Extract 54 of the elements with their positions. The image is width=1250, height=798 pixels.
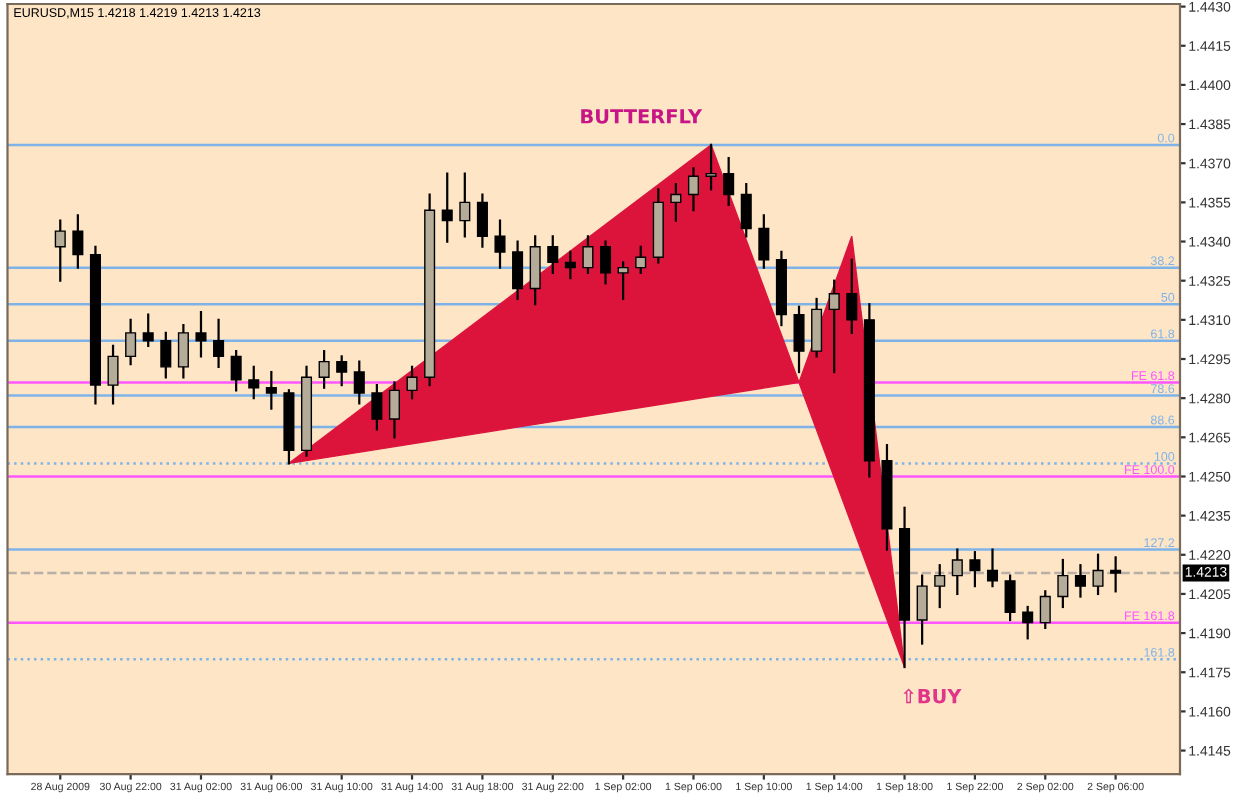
candlestick — [811, 297, 823, 358]
candlestick — [793, 305, 805, 374]
candlestick — [1004, 574, 1016, 622]
candlestick — [934, 564, 946, 609]
annotation: ⇧BUY — [903, 688, 962, 704]
candlestick — [441, 172, 453, 243]
candlestick — [318, 350, 330, 389]
candlestick — [547, 235, 559, 274]
candlestick — [336, 355, 348, 387]
candlestick — [512, 240, 524, 301]
candlestick — [107, 344, 119, 405]
candlestick — [740, 183, 752, 238]
candlestick — [1074, 564, 1086, 598]
candlestick — [1092, 553, 1104, 596]
candlestick — [213, 318, 225, 368]
candlestick — [670, 183, 682, 222]
candlestick — [142, 313, 154, 348]
candlestick — [1057, 558, 1069, 609]
candlestick — [687, 167, 700, 212]
candlestick — [353, 360, 365, 405]
candlestick — [828, 279, 840, 374]
candlestick — [72, 214, 84, 269]
candlestick — [564, 250, 576, 280]
candlestick — [846, 258, 858, 335]
candlestick — [582, 235, 594, 274]
candlestick — [371, 384, 383, 431]
candlestick — [494, 219, 506, 269]
annotation: BUTTERFLY — [581, 109, 703, 124]
candlestick — [969, 551, 981, 588]
candlestick — [230, 350, 242, 392]
candlestick — [600, 240, 612, 285]
candlestick — [459, 172, 471, 238]
candlestick — [54, 219, 66, 282]
candlestick — [986, 548, 999, 588]
candlestick — [195, 310, 207, 358]
candlestick — [388, 381, 400, 439]
candlestick — [1039, 590, 1051, 629]
candlestick — [248, 365, 260, 400]
candlestick — [529, 235, 541, 306]
candlestick — [1110, 556, 1122, 593]
candlestick — [177, 323, 189, 379]
candlestick — [617, 261, 629, 301]
candlestick — [758, 214, 770, 269]
candlestick — [635, 245, 647, 274]
candlestick — [265, 370, 277, 410]
candlestick — [1022, 605, 1034, 640]
candlestick — [476, 193, 488, 248]
candlestick — [705, 143, 717, 191]
candlestick — [916, 574, 928, 645]
candlestick — [406, 365, 418, 400]
candlestick — [723, 156, 735, 207]
candlestick — [160, 331, 172, 379]
candlestick — [951, 548, 963, 596]
candlestick — [125, 318, 137, 366]
